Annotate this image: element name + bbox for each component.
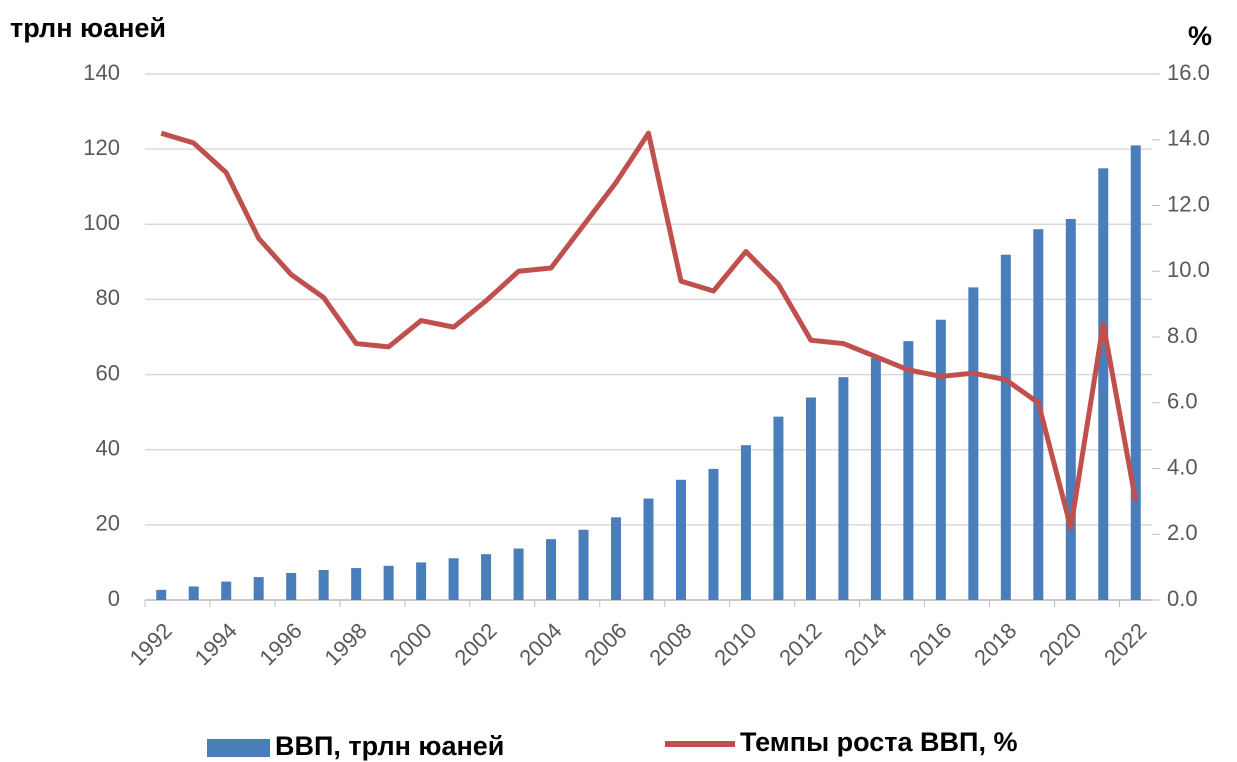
- x-tick-label: 2000: [384, 618, 436, 670]
- bar: [156, 589, 167, 600]
- bar: [740, 445, 751, 600]
- bar: [1000, 254, 1011, 600]
- x-tick-label: 2006: [579, 618, 631, 670]
- y2-tick-label: 8.0: [1167, 323, 1198, 348]
- bar: [351, 568, 362, 600]
- legend-label: Темпы роста ВВП, %: [740, 727, 1017, 757]
- y2-tick-label: 14.0: [1167, 126, 1210, 151]
- bar: [643, 498, 654, 600]
- x-tick-label: 2016: [904, 618, 956, 670]
- y-tick-label: 100: [83, 210, 120, 235]
- bar: [611, 517, 622, 600]
- y2-tick-label: 12.0: [1167, 191, 1210, 216]
- x-tick-label: 2012: [774, 618, 826, 670]
- legend-label: ВВП, трлн юаней: [275, 731, 504, 761]
- legend-swatch: [207, 739, 270, 757]
- bar: [383, 565, 394, 600]
- bar: [1098, 168, 1109, 600]
- x-tick-label: 2002: [449, 618, 501, 670]
- y-tick-label: 0: [108, 586, 120, 611]
- y-axis-title: трлн юаней: [10, 13, 166, 43]
- bar: [708, 468, 719, 600]
- y2-tick-label: 2.0: [1167, 520, 1198, 545]
- y2-tick-label: 0.0: [1167, 586, 1198, 611]
- bar: [448, 558, 459, 600]
- y-tick-label: 20: [96, 511, 120, 536]
- x-tick-label: 2008: [644, 618, 696, 670]
- bar: [1065, 219, 1076, 601]
- bar: [675, 479, 686, 600]
- bar: [903, 341, 914, 600]
- bar: [578, 529, 589, 600]
- y-tick-label: 60: [96, 360, 120, 385]
- x-tick-label: 2010: [709, 618, 761, 670]
- y-tick-label: 120: [83, 135, 120, 160]
- bar: [221, 581, 232, 600]
- y2-tick-label: 16.0: [1167, 60, 1210, 85]
- x-tick-label: 2014: [839, 618, 891, 670]
- bar: [968, 287, 979, 600]
- bar: [253, 577, 264, 600]
- x-tick-label: 1998: [319, 618, 371, 670]
- x-tick-label: 2004: [514, 618, 566, 670]
- line: [160, 130, 1139, 531]
- bar: [546, 539, 557, 600]
- x-tick-label: 2018: [969, 618, 1021, 670]
- x-tick-label: 1994: [190, 618, 242, 670]
- y2-tick-label: 4.0: [1167, 454, 1198, 479]
- bar: [318, 569, 329, 600]
- bar: [513, 548, 524, 600]
- bar: [286, 572, 297, 600]
- bar: [838, 377, 849, 600]
- bar: [870, 358, 881, 600]
- y2-tick-label: 10.0: [1167, 257, 1210, 282]
- bar: [1130, 145, 1141, 600]
- bar: [188, 586, 199, 600]
- y-tick-label: 40: [96, 436, 120, 461]
- bar: [935, 319, 946, 600]
- x-tick-label: 1996: [255, 618, 307, 670]
- bar: [773, 416, 784, 600]
- y2-axis-title: %: [1188, 21, 1212, 51]
- bar: [805, 397, 816, 600]
- y-tick-label: 140: [83, 60, 120, 85]
- x-tick-label: 2020: [1034, 618, 1086, 670]
- y2-tick-label: 6.0: [1167, 389, 1198, 414]
- y-tick-label: 80: [96, 285, 120, 310]
- x-tick-label: 2022: [1099, 618, 1151, 670]
- bar: [416, 562, 427, 600]
- bar: [481, 554, 492, 600]
- bar: [1033, 229, 1044, 601]
- x-tick-label: 1992: [125, 618, 177, 670]
